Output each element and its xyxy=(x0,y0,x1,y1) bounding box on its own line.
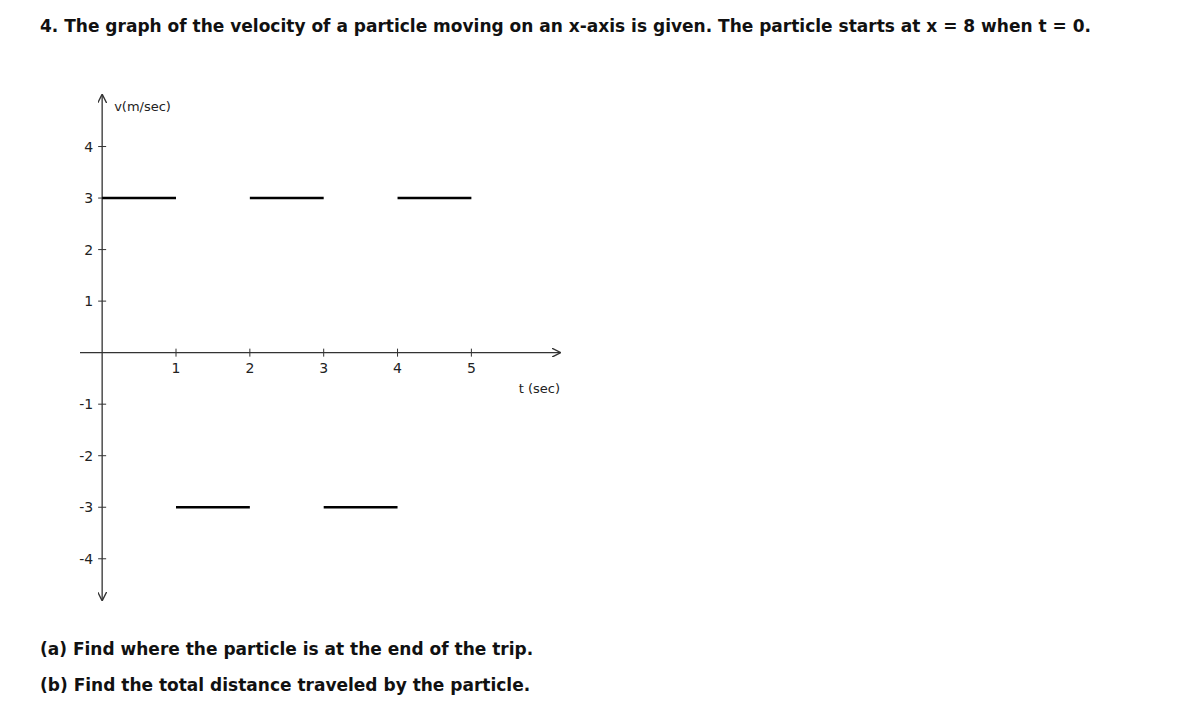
y-tick xyxy=(98,558,106,559)
x-tick xyxy=(176,349,177,357)
y-tick-label: 2 xyxy=(84,242,93,258)
x-tick-label: 5 xyxy=(467,360,476,376)
y-tick xyxy=(98,455,106,456)
velocity-segment xyxy=(176,506,250,509)
y-tick xyxy=(98,301,106,302)
x-tick xyxy=(249,349,250,357)
y-tick-label: 1 xyxy=(84,293,93,309)
title: 4. The graph of the velocity of a partic… xyxy=(40,16,1091,36)
x-tick-label: 4 xyxy=(393,360,402,376)
x-tick-label: 3 xyxy=(319,360,328,376)
x-axis-label: t (sec) xyxy=(519,381,560,396)
y-tick xyxy=(98,249,106,250)
x-tick-label: 1 xyxy=(172,360,181,376)
x-tick xyxy=(471,349,472,357)
y-tick-label: 4 xyxy=(84,139,93,155)
y-tick xyxy=(98,404,106,405)
y-tick-label: -1 xyxy=(79,396,93,412)
velocity-segment xyxy=(250,197,324,200)
x-tick-label: 2 xyxy=(245,360,254,376)
caption: (b) Find the total distance traveled by … xyxy=(40,675,530,695)
y-tick-label: -2 xyxy=(79,448,93,464)
y-tick-label: -4 xyxy=(79,551,93,567)
y-tick xyxy=(98,507,106,508)
velocity-segment xyxy=(102,197,176,200)
x-axis xyxy=(80,352,560,353)
plot-area xyxy=(102,198,471,507)
y-tick-label: 3 xyxy=(84,190,93,206)
x-tick xyxy=(323,349,324,357)
caption: (a) Find where the particle is at the en… xyxy=(40,639,533,659)
y-tick xyxy=(98,146,106,147)
y-axis xyxy=(102,95,103,600)
x-tick xyxy=(397,349,398,357)
y-tick-label: -3 xyxy=(79,499,93,515)
velocity-segment xyxy=(324,506,398,509)
velocity-segment xyxy=(398,197,472,200)
y-axis-label: v(m/sec) xyxy=(114,99,171,114)
